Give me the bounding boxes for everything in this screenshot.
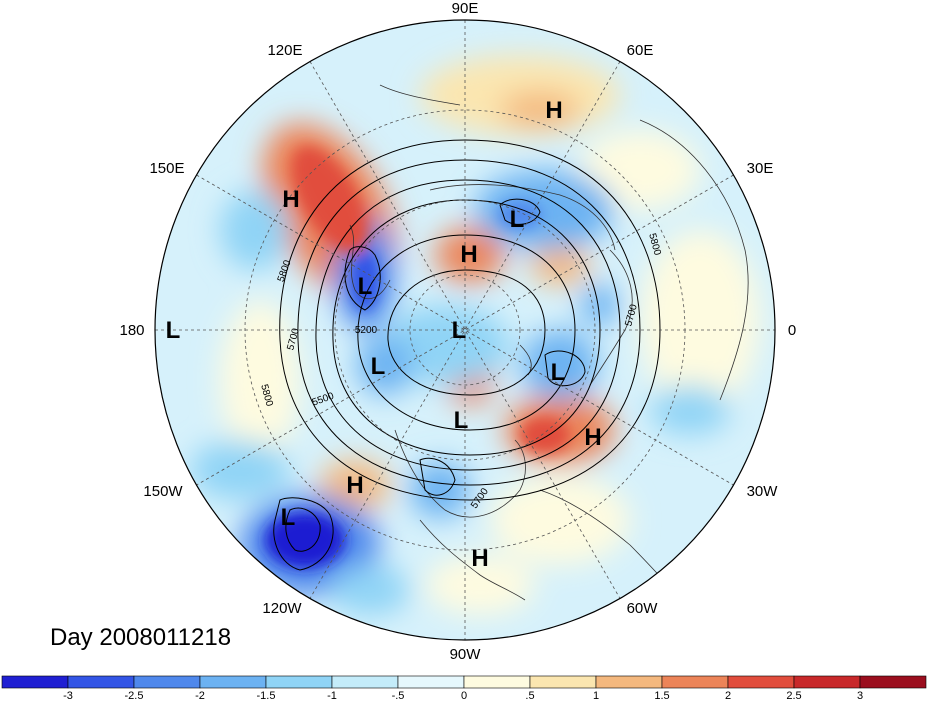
colorbar-swatch	[331, 675, 399, 689]
colorbar-swatch	[595, 675, 663, 689]
lon-label-60e: 60E	[627, 42, 654, 59]
colorbar-tick-label: 3	[857, 690, 863, 702]
colorbar: -3 -2.5 -2 -1.5 -1 -.5 0 .5 1 1.5 2 2.5 3	[1, 675, 927, 702]
graticule	[155, 20, 775, 640]
lon-label-120w: 120W	[262, 600, 302, 617]
lon-label-0: 0	[788, 322, 796, 339]
colorbar-swatch	[397, 675, 465, 689]
lon-label-90w: 90W	[450, 646, 482, 663]
pressure-center: L	[281, 504, 296, 531]
lon-label-60w: 60W	[627, 600, 659, 617]
pressure-center: L	[358, 273, 373, 300]
lon-label-180: 180	[119, 322, 144, 339]
colorbar-tick-label: 0	[461, 690, 467, 702]
colorbar-swatch	[1, 675, 69, 689]
colorbar-swatch	[727, 675, 795, 689]
lon-label-150e: 150E	[149, 160, 184, 177]
colorbar-tick-label: 1.5	[654, 690, 669, 702]
pressure-center: L	[371, 353, 386, 380]
colorbar-swatch	[793, 675, 861, 689]
colorbar-swatch	[859, 675, 927, 689]
pressure-center: L	[551, 359, 566, 386]
lon-label-30w: 30W	[747, 483, 779, 500]
lon-label-150w: 150W	[143, 483, 183, 500]
colorbar-tick-label: 1	[593, 690, 599, 702]
pressure-center: H	[346, 472, 363, 499]
colorbar-swatch	[265, 675, 333, 689]
colorbar-tick-label: .5	[525, 690, 534, 702]
colorbar-tick-label: 2.5	[786, 690, 801, 702]
pressure-center: H	[545, 97, 562, 124]
colorbar-swatch	[133, 675, 201, 689]
colorbar-tick-label: 2	[725, 690, 731, 702]
colorbar-swatch	[67, 675, 135, 689]
pressure-center: H	[584, 424, 601, 451]
map-border	[154, 19, 776, 641]
colorbar-tick-label: -1.5	[257, 690, 276, 702]
pressure-center: H	[282, 186, 299, 213]
colorbar-swatch	[529, 675, 597, 689]
colorbar-tick-label: -2.5	[125, 690, 144, 702]
colorbar-tick-label: -1	[327, 690, 337, 702]
lon-label-30e: 30E	[747, 160, 774, 177]
pressure-center: L	[454, 407, 469, 434]
pressure-center: L	[166, 317, 181, 344]
colorbar-swatch	[463, 675, 531, 689]
colorbar-tick-label: -2	[195, 690, 205, 702]
pressure-centers: H H L H L L L L L L H H L H	[166, 97, 602, 572]
colorbar-tick-label: -.5	[392, 690, 405, 702]
lon-label-120e: 120E	[267, 42, 302, 59]
contour-label: 5200	[355, 325, 378, 336]
pressure-center: L	[452, 317, 467, 344]
colorbar-swatch	[661, 675, 729, 689]
lon-label-90e: 90E	[452, 0, 479, 17]
pressure-center: L	[510, 206, 525, 233]
colorbar-swatch	[199, 675, 267, 689]
height-contours	[273, 139, 661, 571]
colorbar-tick-label: -3	[63, 690, 73, 702]
day-label: Day 2008011218	[50, 624, 231, 651]
longitude-labels: 90E 120E 60E 150E 30E 180 0 150W 30W 120…	[119, 0, 796, 663]
pressure-center: H	[471, 545, 488, 572]
pressure-center: H	[460, 241, 477, 268]
